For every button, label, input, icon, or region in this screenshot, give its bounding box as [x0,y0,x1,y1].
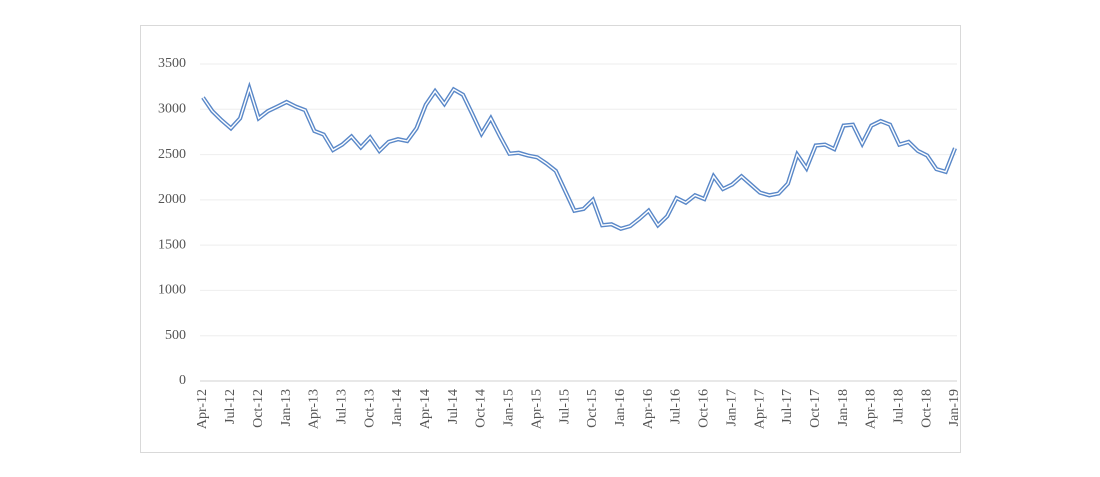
x-tick-label: Jan-13 [279,389,294,426]
x-tick-label: Oct-17 [808,389,823,428]
x-tick-label: Oct-16 [697,389,712,428]
x-tick-label: Oct-13 [362,389,377,428]
x-tick-label: Jul-18 [892,389,907,424]
x-tick-label: Jul-15 [557,389,572,424]
x-tick-label: Jul-12 [223,389,238,424]
chart-frame [140,25,961,453]
x-tick-label: Apr-16 [641,389,656,429]
x-tick-label: Apr-12 [195,389,210,429]
x-tick-label: Apr-18 [864,389,879,429]
x-tick-label: Oct-18 [919,389,934,428]
y-tick-label: 1500 [158,237,186,252]
y-tick-label: 2500 [158,147,186,162]
y-tick-label: 1000 [158,283,186,298]
y-tick-label: 500 [165,328,186,343]
y-tick-label: 3500 [158,56,186,71]
x-tick-label: Jan-18 [836,389,851,426]
x-tick-label: Jul-16 [669,389,684,424]
x-tick-label: Oct-14 [474,389,489,428]
x-tick-label: Apr-17 [752,389,767,429]
x-tick-label: Apr-15 [529,389,544,429]
x-tick-label: Jan-19 [947,389,962,426]
x-tick-label: Apr-13 [307,389,322,429]
x-tick-label: Oct-15 [585,389,600,428]
y-tick-label: 0 [179,373,186,388]
line-highlight [202,86,956,230]
x-tick-label: Apr-14 [418,389,433,429]
x-tick-label: Jul-14 [446,389,461,424]
x-tick-label: Jul-17 [780,389,795,424]
x-tick-label: Jul-13 [334,389,349,424]
y-tick-label: 2000 [158,192,186,207]
x-tick-label: Jan-16 [613,389,628,426]
x-tick-label: Jan-14 [390,389,405,426]
x-tick-label: Jan-15 [502,389,517,426]
x-tick-label: Jan-17 [724,389,739,426]
y-tick-label: 3000 [158,102,186,117]
x-tick-label: Oct-12 [251,389,266,428]
